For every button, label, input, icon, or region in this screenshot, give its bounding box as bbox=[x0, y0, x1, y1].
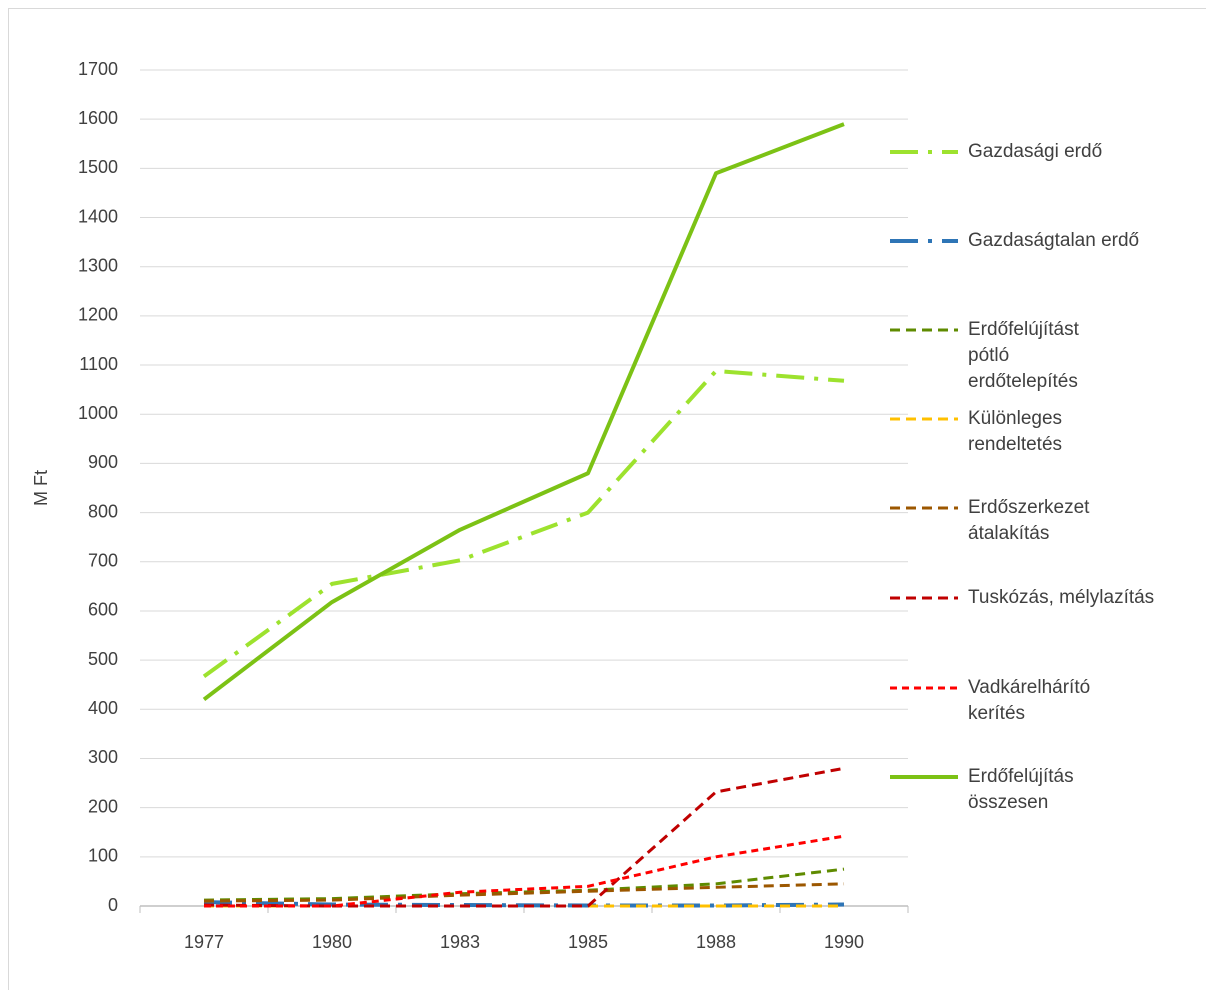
y-axis-label: M Ft bbox=[31, 470, 51, 506]
legend-label: Erdőfelújítás összesen bbox=[968, 766, 1074, 813]
y-tick-label: 1000 bbox=[78, 403, 118, 423]
x-tick-label: 1988 bbox=[696, 932, 736, 952]
y-tick-label: 100 bbox=[88, 846, 118, 866]
y-tick-label: 400 bbox=[88, 698, 118, 718]
y-tick-label: 200 bbox=[88, 796, 118, 816]
legend-label: Különleges rendeltetés bbox=[968, 408, 1063, 455]
legend-label: Erdőszerkezet átalakítás bbox=[968, 497, 1090, 544]
y-tick-label: 600 bbox=[88, 600, 118, 620]
chart-border bbox=[8, 8, 1206, 990]
y-tick-label: 800 bbox=[88, 501, 118, 521]
y-tick-label: 1200 bbox=[78, 305, 118, 325]
legend-label: Tuskózás, mélylazítás bbox=[968, 587, 1155, 608]
y-tick-label: 300 bbox=[88, 747, 118, 767]
x-tick-label: 1990 bbox=[824, 932, 864, 952]
x-tick-label: 1980 bbox=[312, 932, 352, 952]
data-line bbox=[203, 882, 845, 903]
data-line bbox=[202, 368, 845, 678]
data-line bbox=[204, 834, 845, 908]
y-tick-label: 1600 bbox=[78, 108, 118, 128]
x-tick-label: 1985 bbox=[568, 932, 608, 952]
y-tick-label: 900 bbox=[88, 452, 118, 472]
legend-label: Gazdaságtalan erdő bbox=[968, 230, 1140, 251]
x-tick-label: 1977 bbox=[184, 932, 224, 952]
y-tick-label: 700 bbox=[88, 551, 118, 571]
y-tick-label: 1300 bbox=[78, 255, 118, 275]
data-line bbox=[203, 867, 845, 902]
data-line bbox=[202, 122, 845, 702]
y-tick-label: 1700 bbox=[78, 59, 118, 79]
legend-label: Gazdasági erdő bbox=[968, 141, 1103, 162]
legend-label: Vadkárelhárító kerítés bbox=[968, 677, 1091, 724]
y-tick-label: 500 bbox=[88, 649, 118, 669]
y-tick-label: 0 bbox=[108, 895, 118, 915]
legend-label: Erdőfelújítást pótló erdőtelepítés bbox=[968, 319, 1079, 392]
y-tick-label: 1100 bbox=[79, 354, 118, 374]
data-line bbox=[203, 766, 845, 908]
y-tick-label: 1400 bbox=[78, 206, 118, 226]
x-tick-label: 1983 bbox=[440, 932, 480, 952]
y-tick-label: 1500 bbox=[78, 157, 118, 177]
